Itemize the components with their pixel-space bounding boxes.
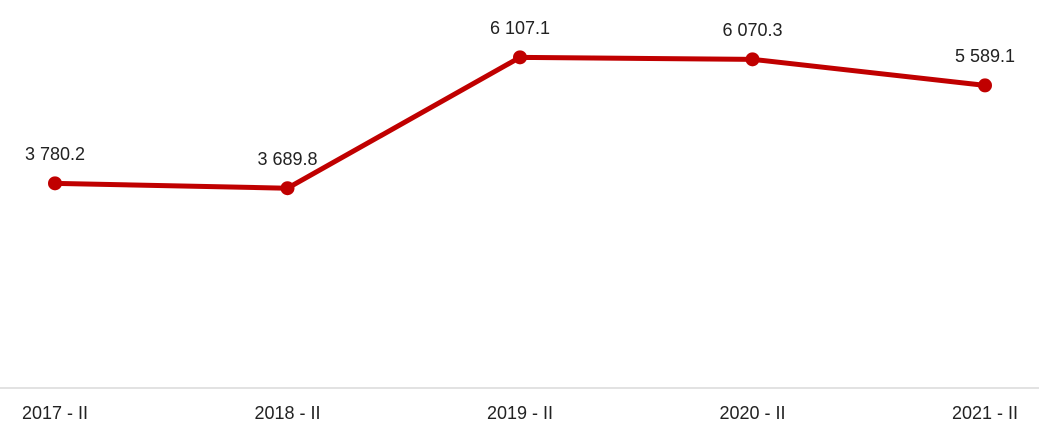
data-label: 6 070.3 (722, 20, 782, 40)
x-tick-label: 2018 - II (254, 403, 320, 423)
point (978, 78, 992, 93)
point (48, 176, 62, 191)
x-tick-label: 2021 - II (952, 403, 1018, 423)
x-tick-label: 2017 - II (22, 403, 88, 423)
point (513, 50, 527, 65)
data-label: 6 107.1 (490, 18, 550, 38)
data-label: 3 780.2 (25, 144, 85, 164)
point (280, 181, 295, 196)
point (745, 52, 760, 67)
x-tick-label: 2020 - II (719, 403, 785, 423)
data-label: 3 689.8 (257, 149, 317, 169)
data-label: 5 589.1 (955, 46, 1015, 66)
x-tick-label: 2019 - II (487, 403, 553, 423)
line (54, 54, 986, 191)
